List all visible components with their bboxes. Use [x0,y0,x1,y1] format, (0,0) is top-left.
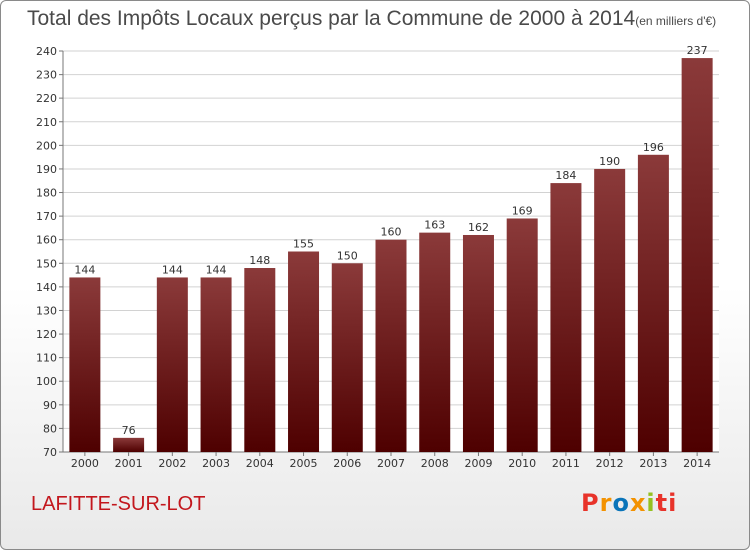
y-tick-label: 160 [36,234,57,247]
bar [244,268,276,452]
logo-letter: P [581,489,600,517]
bar-value-label: 76 [122,424,136,437]
bar-value-label: 169 [512,204,533,217]
logo-letter: i [668,489,678,517]
proxiti-logo: Proxiti [581,489,677,517]
chart-title: Total des Impôts Locaux perçus par la Co… [27,7,716,31]
bar [288,251,320,452]
x-tick-label: 2010 [508,457,536,470]
y-tick-label: 80 [43,422,57,435]
bar-value-label: 190 [599,155,620,168]
bar-value-label: 144 [206,263,227,276]
bar [419,232,451,452]
y-tick-label: 90 [43,399,57,412]
y-tick-label: 110 [36,352,57,365]
y-tick-label: 190 [36,163,57,176]
bar [506,218,538,452]
bar-value-label: 148 [249,254,270,267]
x-tick-label: 2001 [115,457,143,470]
bar [331,263,363,452]
x-tick-label: 2004 [246,457,274,470]
x-tick-label: 2000 [71,457,99,470]
bar [594,168,626,453]
bar [681,58,713,452]
bar [375,239,407,452]
bar [113,437,145,452]
y-tick-label: 120 [36,328,57,341]
bar [156,277,188,452]
bar-value-label: 184 [555,169,576,182]
bar-value-label: 163 [424,219,445,232]
logo-letter: o [612,489,630,517]
x-tick-label: 2008 [421,457,449,470]
x-tick-label: 2009 [464,457,492,470]
x-tick-label: 2012 [596,457,624,470]
y-tick-label: 180 [36,187,57,200]
x-tick-label: 2003 [202,457,230,470]
bar [200,277,232,452]
bar [69,277,101,452]
x-tick-label: 2002 [158,457,186,470]
bar-value-label: 162 [468,221,489,234]
y-tick-label: 140 [36,281,57,294]
x-tick-label: 2014 [683,457,711,470]
logo-letter: x [629,489,647,517]
unit-label: (en milliers d'€) [635,14,717,28]
bar [637,154,669,452]
bar [462,234,494,452]
commune-name: LAFITTE-SUR-LOT [31,493,206,515]
y-tick-label: 200 [36,139,57,152]
y-tick-label: 130 [36,304,57,317]
x-tick-label: 2006 [333,457,361,470]
x-tick-label: 2011 [552,457,580,470]
logo-letter: r [599,489,613,517]
x-tick-label: 2007 [377,457,405,470]
logo-letter: i [646,489,656,517]
bar [550,183,582,452]
bar-value-label: 150 [337,249,358,262]
y-tick-label: 100 [36,375,57,388]
y-tick-label: 210 [36,116,57,129]
bar-value-label: 196 [643,141,664,154]
y-tick-label: 240 [36,45,57,58]
y-tick-label: 220 [36,92,57,105]
y-tick-label: 170 [36,210,57,223]
bar-value-label: 155 [293,238,314,251]
bar-value-label: 237 [687,44,708,57]
y-tick-label: 70 [43,446,57,459]
x-tick-label: 2005 [290,457,318,470]
bar-value-label: 144 [74,263,95,276]
y-tick-label: 230 [36,69,57,82]
bar-value-label: 160 [381,226,402,239]
bar-value-label: 144 [162,263,183,276]
title-text: Total des Impôts Locaux perçus par la Co… [27,7,636,30]
y-tick-label: 150 [36,257,57,270]
logo-letter: t [655,489,669,517]
x-tick-label: 2013 [639,457,667,470]
